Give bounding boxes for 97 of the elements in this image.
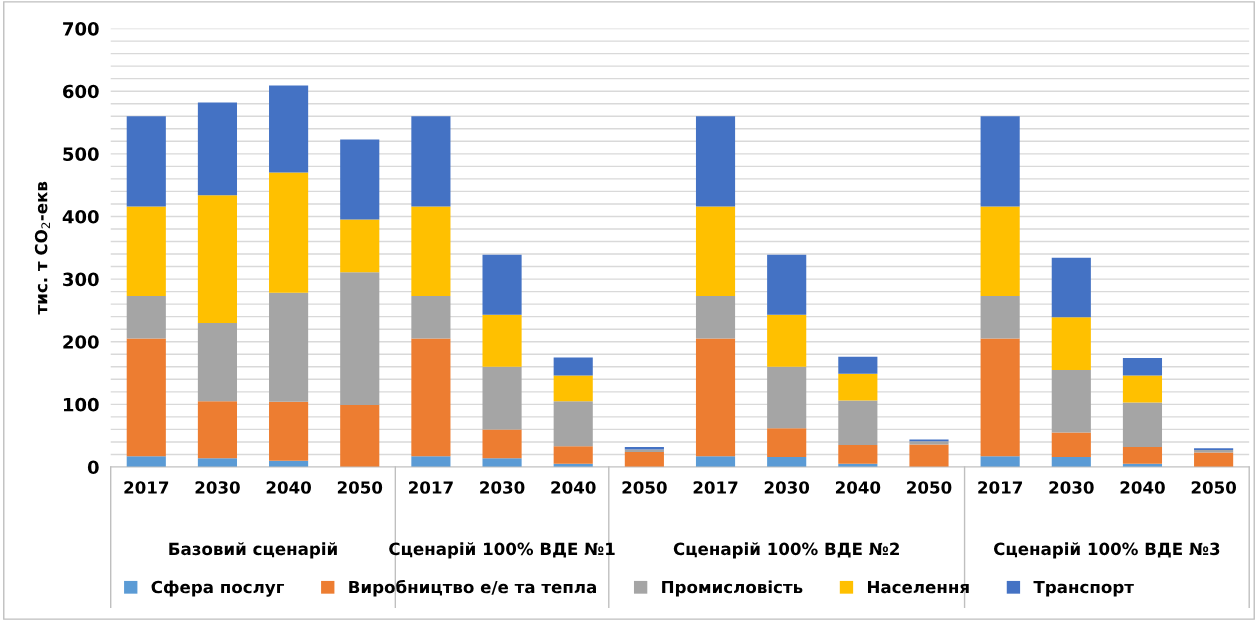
bar [340, 404, 380, 467]
bar [1122, 375, 1163, 403]
bar [1051, 317, 1091, 370]
x-tick-label: 2030 [764, 481, 810, 494]
x-tick-label: 2017 [693, 481, 738, 494]
bar [695, 296, 736, 339]
bar [126, 116, 166, 207]
bar [1122, 446, 1163, 464]
bar [767, 366, 807, 429]
x-tick-label: 2017 [978, 481, 1023, 494]
bar [695, 456, 736, 467]
bar [838, 373, 878, 401]
x-tick-label: 2050 [907, 481, 952, 494]
y-tick-label: 500 [63, 147, 99, 161]
y-tick-label: 0 [87, 460, 99, 475]
bar [482, 314, 522, 367]
bar [411, 338, 451, 457]
bar [197, 322, 238, 402]
legend-label: Сфера послуг [151, 580, 285, 597]
bar [767, 254, 807, 315]
bar [197, 102, 238, 196]
bar [482, 254, 522, 315]
bar [980, 456, 1020, 467]
bar [269, 292, 309, 402]
bar [197, 401, 238, 459]
legend-label: Промисловість [662, 580, 803, 597]
bar [695, 338, 736, 457]
bar [126, 456, 166, 467]
x-tick-label: 2017 [409, 481, 453, 494]
text: Базовий сценарій [169, 542, 337, 559]
x-tick-label: 2017 [124, 481, 169, 494]
bar [411, 296, 451, 339]
x-tick-label: 2040 [266, 481, 311, 494]
bar [909, 444, 949, 467]
x-tick-label: 2030 [1049, 481, 1094, 494]
bar [980, 116, 1020, 207]
bar [553, 375, 593, 402]
x-tick-label: 2030 [480, 481, 525, 494]
bar [1051, 369, 1091, 433]
bar [482, 366, 522, 430]
x-tick-label: 2050 [622, 481, 667, 494]
y-tick-label: 700 [63, 22, 99, 36]
bar [1194, 452, 1234, 467]
bar [411, 456, 451, 467]
bar [695, 116, 736, 207]
y-tick-label: 600 [63, 84, 99, 99]
bar [553, 401, 593, 447]
bar [767, 314, 807, 367]
bar [980, 296, 1020, 339]
bar [1051, 257, 1091, 318]
bar [838, 400, 878, 446]
bar [553, 357, 593, 376]
bar [838, 356, 878, 374]
legend-label: Транспорт [1033, 580, 1134, 597]
bar [269, 85, 309, 173]
bar [980, 338, 1020, 457]
bar [1122, 402, 1163, 447]
x-tick-label: 2030 [195, 481, 240, 494]
legend-label: Виробництво е/е та тепла [349, 579, 596, 597]
text: Сценарій 100% ВДЕ №1 [389, 542, 615, 559]
y-tick-label: 200 [63, 335, 99, 349]
x-tick-label: 2050 [337, 481, 383, 494]
x-tick-label: 2040 [551, 481, 596, 494]
bar [695, 206, 736, 297]
x-tick-label: 2050 [1191, 481, 1237, 494]
x-tick-label: 2040 [1120, 481, 1165, 494]
bar [553, 446, 593, 464]
bar [269, 172, 309, 293]
bar [1051, 456, 1091, 467]
bar [838, 445, 878, 464]
bar [126, 206, 166, 297]
bar [1051, 432, 1091, 457]
legend-label: Населення [868, 580, 969, 594]
bar [269, 401, 309, 461]
y-axis-title: тис. т CO$_{2}$-екв [34, 181, 50, 315]
bar [980, 206, 1020, 297]
bar [767, 428, 807, 457]
text: Сценарій 100% ВДЕ №3 [993, 542, 1220, 559]
bar [197, 195, 238, 323]
bar [411, 206, 451, 297]
bar [411, 116, 451, 207]
x-tick-label: 2040 [835, 481, 881, 494]
y-tick-label: 400 [62, 209, 99, 224]
bar [340, 139, 380, 220]
bar [482, 458, 522, 467]
y-tick-label: 100 [63, 397, 99, 412]
bar [482, 429, 522, 459]
bar [126, 338, 166, 457]
bar [767, 456, 807, 467]
bar [624, 451, 664, 467]
y-tick-label: 300 [63, 272, 99, 287]
bar [1122, 358, 1163, 376]
bar [340, 219, 380, 273]
text: Сценарій 100% ВДЕ №2 [673, 542, 899, 559]
bar [197, 458, 238, 467]
bar [126, 296, 166, 339]
bar [340, 272, 380, 405]
